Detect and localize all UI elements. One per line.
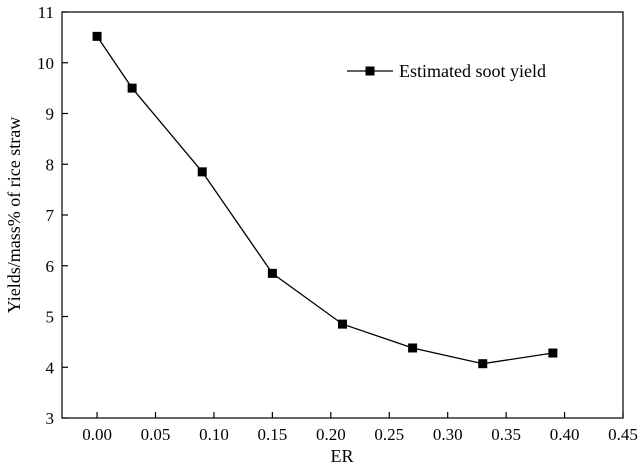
- x-tick-label: 0.00: [82, 425, 112, 444]
- x-axis-label: ER: [330, 446, 353, 466]
- x-tick-label: 0.25: [374, 425, 404, 444]
- x-axis-ticks: 0.00 0.05 0.10 0.15 0.20 0.25 0.30 0.35 0.40 0.45: [82, 412, 638, 444]
- y-tick-label: 10: [37, 54, 54, 73]
- data-point: [197, 167, 207, 177]
- data-point: [478, 359, 488, 369]
- data-point: [548, 348, 558, 358]
- y-tick-label: 11: [38, 3, 54, 22]
- x-tick-label: 0.05: [141, 425, 171, 444]
- y-tick-label: 6: [46, 257, 55, 276]
- y-tick-label: 7: [46, 206, 55, 225]
- y-tick-label: 9: [46, 105, 55, 124]
- x-tick-label: 0.15: [258, 425, 288, 444]
- x-tick-label: 0.40: [550, 425, 580, 444]
- legend: Estimated soot yield: [347, 61, 546, 81]
- y-tick-label: 4: [46, 358, 55, 377]
- x-tick-label: 0.45: [608, 425, 638, 444]
- x-tick-label: 0.35: [491, 425, 521, 444]
- y-tick-label: 3: [46, 409, 55, 428]
- data-point: [338, 319, 347, 329]
- data-point: [267, 268, 277, 278]
- x-tick-label: 0.10: [199, 425, 229, 444]
- data-point: [127, 83, 137, 93]
- x-tick-label: 0.30: [433, 425, 463, 444]
- series-layer: [92, 31, 558, 369]
- legend-label: Estimated soot yield: [399, 61, 546, 81]
- y-axis-label: Yields/mass% of rice straw: [4, 117, 24, 313]
- series-line: [96, 36, 553, 365]
- data-point: [92, 31, 102, 41]
- data-point: [408, 343, 418, 353]
- y-tick-label: 5: [46, 308, 55, 327]
- legend-marker: [365, 66, 375, 76]
- y-tick-label: 8: [46, 155, 55, 174]
- y-axis-ticks: 3 4 5 6 7 8 9 10 11: [37, 3, 68, 428]
- x-tick-label: 0.20: [316, 425, 346, 444]
